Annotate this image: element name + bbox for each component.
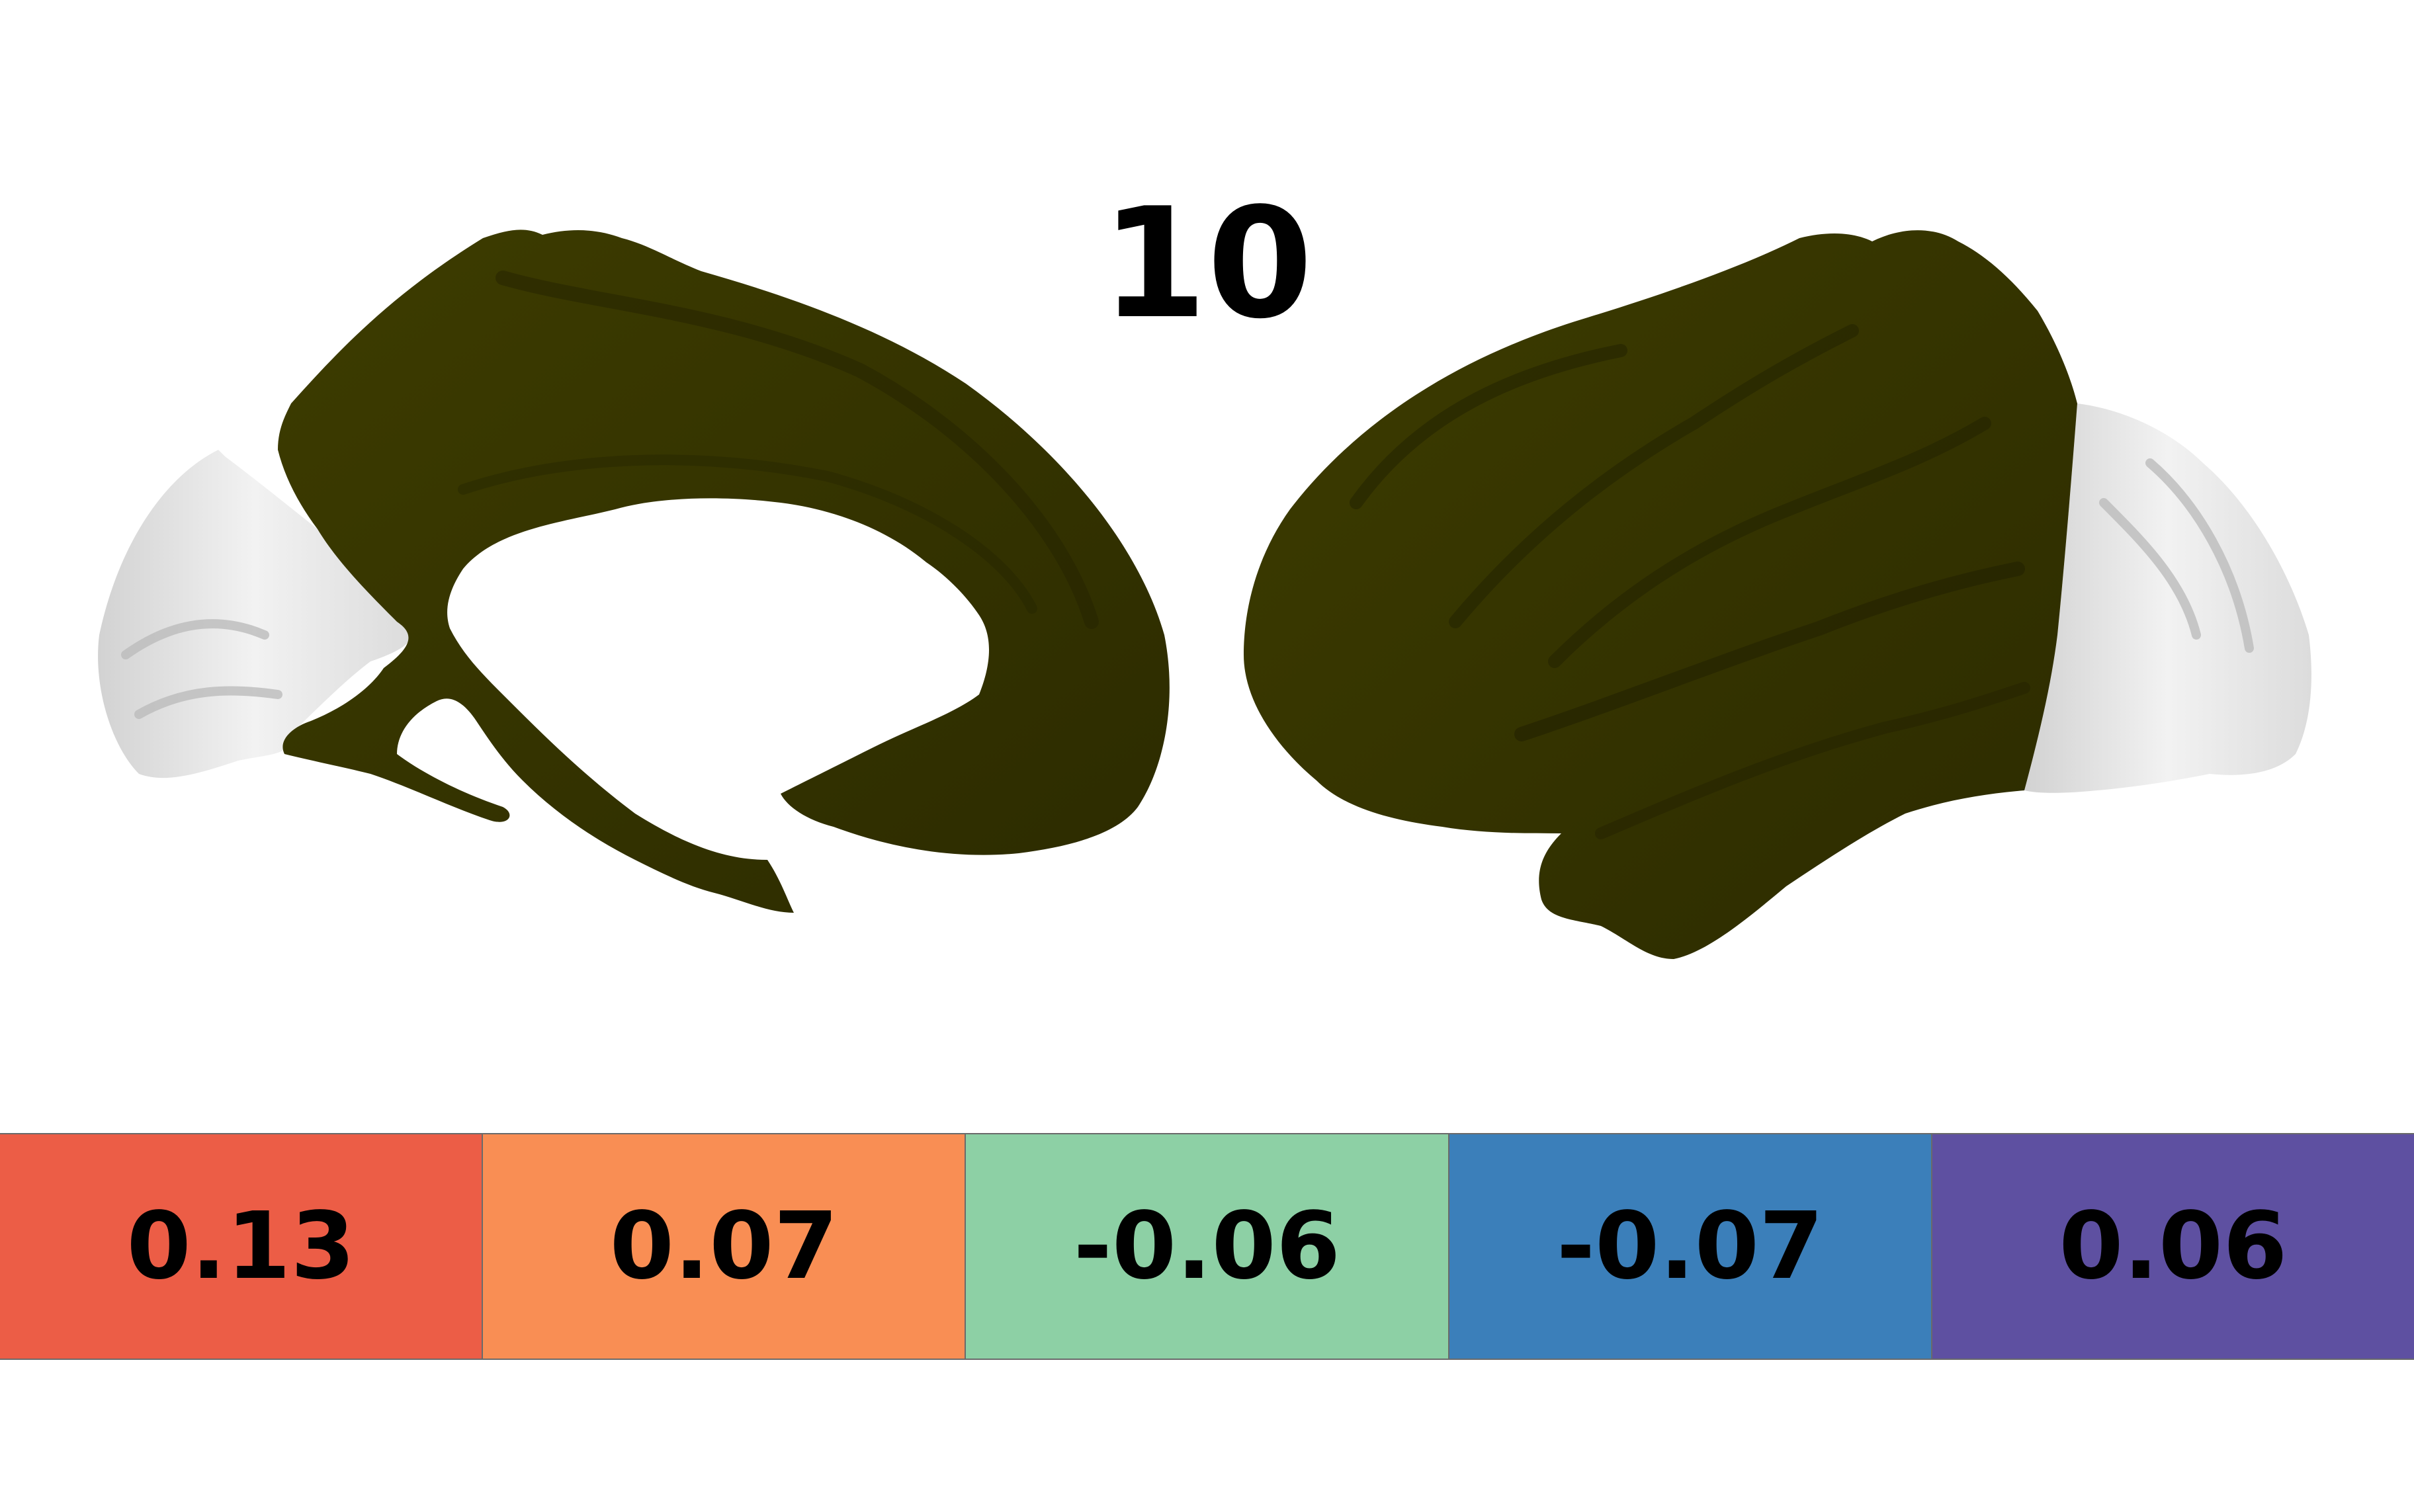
right-sulcus-line-5 — [1595, 682, 2030, 839]
color-legend-bar: 0.13 0.07 -0.06 -0.07 0.06 — [0, 1133, 2414, 1360]
legend-cell: -0.07 — [1449, 1134, 1932, 1359]
left-sulcus-line-2 — [458, 454, 1037, 614]
legend-cell: 0.06 — [1932, 1134, 2414, 1359]
right-white-fold-2 — [2145, 458, 2254, 653]
legend-value: 0.13 — [126, 1192, 355, 1300]
right-region-fill — [1244, 230, 2077, 959]
legend-value: 0.07 — [609, 1192, 839, 1300]
right-occipital-surface — [2024, 403, 2311, 793]
left-hemisphere-medial — [98, 230, 1170, 913]
right-sulcus-line-4 — [1514, 562, 2025, 741]
brain-surface-figure — [98, 230, 2311, 959]
left-white-fold-1 — [121, 619, 269, 659]
legend-value: -0.06 — [1073, 1192, 1341, 1300]
right-sulcus-line-2 — [1449, 324, 1859, 628]
figure-title: 10 — [1101, 176, 1313, 353]
legend-cell: -0.06 — [966, 1134, 1449, 1359]
left-white-fold-2 — [134, 686, 282, 719]
right-sulcus-line-1 — [1350, 344, 1627, 509]
legend-value: -0.07 — [1556, 1192, 1824, 1300]
right-sulcus-line-3 — [1548, 417, 1991, 668]
left-sulcus-line-1 — [496, 271, 1099, 629]
left-region-fill — [278, 230, 1170, 913]
legend-cell: 0.13 — [0, 1134, 484, 1359]
right-hemisphere-lateral — [1244, 230, 2311, 959]
right-white-fold-1 — [2099, 498, 2201, 640]
legend-cell: 0.07 — [483, 1134, 967, 1359]
legend-value: 0.06 — [2059, 1192, 2288, 1300]
